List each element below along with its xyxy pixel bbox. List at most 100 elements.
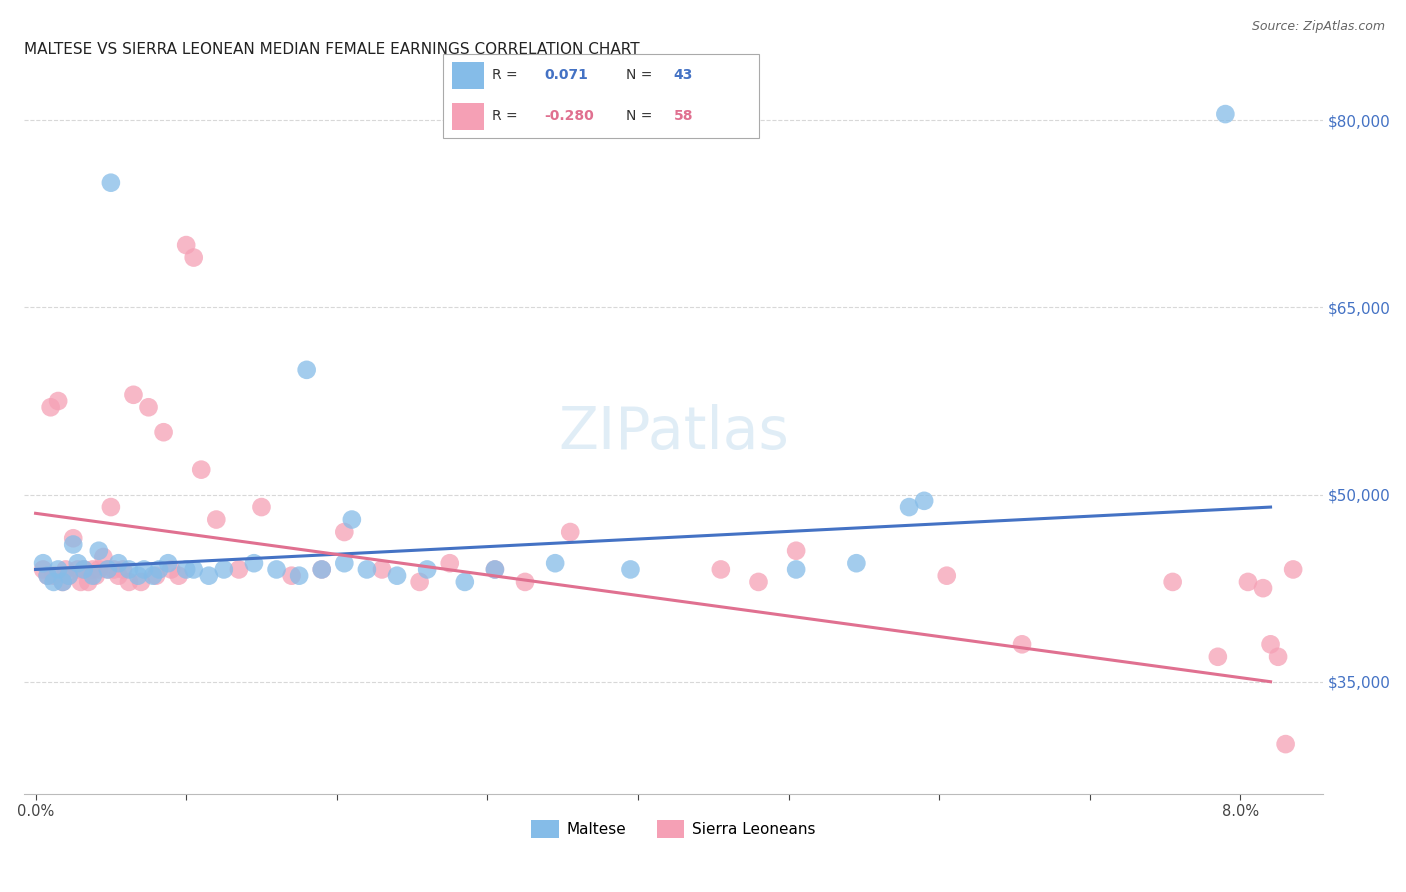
Point: [73, 562, 96, 576]
Point: [513, 574, 536, 589]
Text: N =: N =: [627, 109, 652, 123]
Point: [42, 568, 65, 582]
Point: [167, 568, 190, 582]
Point: [183, 562, 205, 576]
Point: [103, 562, 125, 576]
Point: [416, 562, 439, 576]
Point: [912, 493, 935, 508]
Point: [118, 562, 141, 576]
Point: [845, 556, 868, 570]
Bar: [453, 62, 484, 89]
Point: [82, 562, 104, 576]
Bar: [453, 103, 484, 130]
Point: [107, 556, 129, 570]
Point: [100, 176, 122, 190]
Point: [97, 562, 120, 576]
Point: [439, 556, 461, 570]
Point: [87, 562, 110, 576]
Point: [52, 574, 75, 589]
Legend: Maltese, Sierra Leoneans: Maltese, Sierra Leoneans: [526, 814, 821, 844]
Point: [190, 463, 212, 477]
Point: [1251, 581, 1274, 595]
Point: [205, 512, 228, 526]
Point: [69, 574, 91, 589]
Point: [66, 556, 89, 570]
Text: Source: ZipAtlas.com: Source: ZipAtlas.com: [1251, 20, 1385, 33]
Point: [111, 562, 134, 576]
Point: [785, 543, 807, 558]
Point: [340, 512, 363, 526]
Point: [333, 524, 356, 539]
Point: [58, 568, 80, 582]
Point: [454, 574, 477, 589]
Point: [138, 401, 160, 415]
Text: -0.280: -0.280: [544, 109, 593, 123]
Point: [1274, 737, 1296, 751]
Point: [66, 562, 89, 576]
Text: MALTESE VS SIERRA LEONEAN MEDIAN FEMALE EARNINGS CORRELATION CHART: MALTESE VS SIERRA LEONEAN MEDIAN FEMALE …: [24, 42, 640, 57]
Text: N =: N =: [627, 68, 652, 82]
Point: [132, 562, 155, 576]
Point: [1267, 649, 1289, 664]
Point: [62, 537, 84, 551]
Point: [145, 568, 167, 582]
Point: [408, 574, 430, 589]
Point: [148, 562, 170, 576]
Text: R =: R =: [492, 109, 517, 123]
Point: [560, 524, 582, 539]
Point: [118, 574, 141, 589]
Text: ZIPatlas: ZIPatlas: [558, 404, 789, 461]
Point: [93, 549, 115, 564]
Text: 43: 43: [673, 68, 693, 82]
Point: [385, 568, 408, 582]
Point: [42, 574, 65, 589]
Point: [266, 562, 288, 576]
Point: [1215, 107, 1237, 121]
Point: [160, 562, 183, 576]
Point: [129, 574, 152, 589]
Point: [183, 251, 205, 265]
Point: [747, 574, 769, 589]
Text: R =: R =: [492, 68, 517, 82]
Point: [174, 562, 197, 576]
Point: [1161, 574, 1184, 589]
Point: [197, 568, 219, 582]
Point: [46, 562, 69, 576]
Point: [280, 568, 302, 582]
Text: 58: 58: [673, 109, 693, 123]
Point: [228, 562, 250, 576]
Point: [100, 500, 122, 514]
Point: [39, 401, 62, 415]
Point: [1260, 637, 1282, 651]
Point: [84, 568, 107, 582]
Point: [157, 556, 180, 570]
Point: [212, 562, 235, 576]
Point: [1011, 637, 1033, 651]
Point: [1206, 649, 1229, 664]
Point: [37, 568, 59, 582]
Point: [250, 500, 273, 514]
Point: [87, 543, 110, 558]
Point: [619, 562, 641, 576]
Point: [333, 556, 356, 570]
Point: [32, 556, 55, 570]
Point: [1282, 562, 1305, 576]
Point: [311, 562, 333, 576]
Point: [371, 562, 394, 576]
Point: [785, 562, 807, 576]
Point: [356, 562, 378, 576]
Point: [311, 562, 333, 576]
Point: [174, 238, 197, 252]
Point: [82, 568, 104, 582]
Point: [58, 568, 80, 582]
Point: [295, 363, 318, 377]
Point: [243, 556, 266, 570]
Point: [52, 574, 75, 589]
Point: [898, 500, 921, 514]
Point: [62, 531, 84, 545]
Point: [152, 425, 174, 440]
Point: [122, 388, 145, 402]
Point: [32, 562, 55, 576]
Point: [484, 562, 506, 576]
Point: [935, 568, 957, 582]
